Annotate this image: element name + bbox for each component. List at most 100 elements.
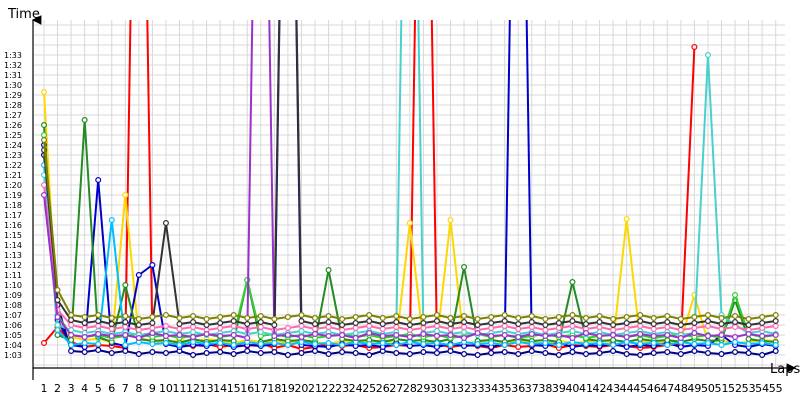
x-tick-label: 18 [267, 382, 281, 395]
data-point [704, 333, 711, 340]
data-point [244, 321, 251, 328]
y-axis-title: Time [7, 7, 40, 22]
data-point [637, 331, 644, 338]
data-point [596, 340, 603, 347]
data-point [637, 352, 644, 359]
data-point [515, 326, 522, 333]
data-point [81, 116, 88, 123]
data-point [176, 332, 183, 339]
data-point [704, 350, 711, 357]
data-point [677, 351, 684, 358]
data-point [352, 330, 359, 337]
data-point [433, 350, 440, 357]
y-tick-label: 1:28 [4, 101, 22, 110]
data-point [271, 333, 278, 340]
data-point [366, 330, 373, 337]
y-tick-label: 1:10 [4, 281, 22, 290]
data-point [759, 333, 766, 340]
y-tick-label: 1:31 [4, 71, 22, 80]
data-point [122, 192, 129, 199]
data-point [190, 334, 197, 341]
data-point [501, 323, 508, 330]
data-point [190, 352, 197, 359]
series-11 [40, 137, 779, 323]
data-point [230, 318, 237, 325]
data-point [474, 316, 481, 323]
y-tick-label: 1:06 [4, 321, 22, 330]
data-point [406, 334, 413, 341]
data-point [379, 326, 386, 333]
data-point [732, 339, 739, 346]
data-point [95, 312, 102, 319]
data-point [447, 326, 454, 333]
data-point [515, 351, 522, 358]
x-tick-label: 19 [281, 382, 295, 395]
data-point [68, 322, 75, 329]
y-tick-label: 1:30 [4, 81, 22, 90]
data-point [122, 313, 129, 320]
x-tick-label: 21 [308, 382, 322, 395]
data-point [664, 313, 671, 320]
data-point [149, 320, 156, 327]
data-point [623, 339, 630, 346]
data-point [352, 350, 359, 357]
data-point [420, 331, 427, 338]
data-point [650, 340, 657, 347]
data-point [528, 341, 535, 348]
data-point [298, 323, 305, 330]
data-point [284, 352, 291, 359]
data-point [569, 318, 576, 325]
data-point [379, 333, 386, 340]
data-point [312, 331, 319, 338]
data-point [704, 318, 711, 325]
data-point [732, 324, 739, 331]
data-point [54, 287, 61, 294]
data-point [420, 349, 427, 356]
data-point [745, 331, 752, 338]
data-point [81, 334, 88, 341]
x-tick-label: 11 [173, 382, 187, 395]
data-point [217, 349, 224, 356]
x-tick-label: 51 [715, 382, 729, 395]
data-point [40, 192, 47, 199]
data-point [488, 320, 495, 327]
data-point [68, 342, 75, 349]
data-point [108, 326, 115, 333]
data-point [447, 332, 454, 339]
data-point [325, 313, 332, 320]
data-point [312, 341, 319, 348]
data-point [122, 282, 129, 289]
data-point [312, 315, 319, 322]
data-point [623, 325, 630, 332]
data-point [176, 315, 183, 322]
data-point [623, 334, 630, 341]
data-point [284, 332, 291, 339]
x-tick-label: 48 [674, 382, 688, 395]
data-point [230, 312, 237, 319]
data-point [420, 341, 427, 348]
data-point [447, 217, 454, 224]
data-point [461, 264, 468, 271]
data-point [149, 325, 156, 332]
data-point [406, 220, 413, 227]
data-point [40, 137, 47, 144]
data-point [461, 335, 468, 342]
data-point [582, 315, 589, 322]
y-tick-label: 1:24 [4, 141, 22, 150]
x-tick-label: 32 [457, 382, 471, 395]
x-tick-label: 15 [227, 382, 241, 395]
data-point [95, 347, 102, 354]
data-point [190, 329, 197, 336]
data-point [704, 51, 711, 58]
data-point [352, 325, 359, 332]
data-point [81, 340, 88, 347]
x-tick-label: 17 [254, 382, 268, 395]
data-point [271, 322, 278, 329]
data-point [325, 324, 332, 331]
data-point [339, 327, 346, 334]
data-point [433, 333, 440, 340]
data-point [135, 272, 142, 279]
x-tick-label: 47 [660, 382, 674, 395]
data-point [54, 297, 61, 304]
